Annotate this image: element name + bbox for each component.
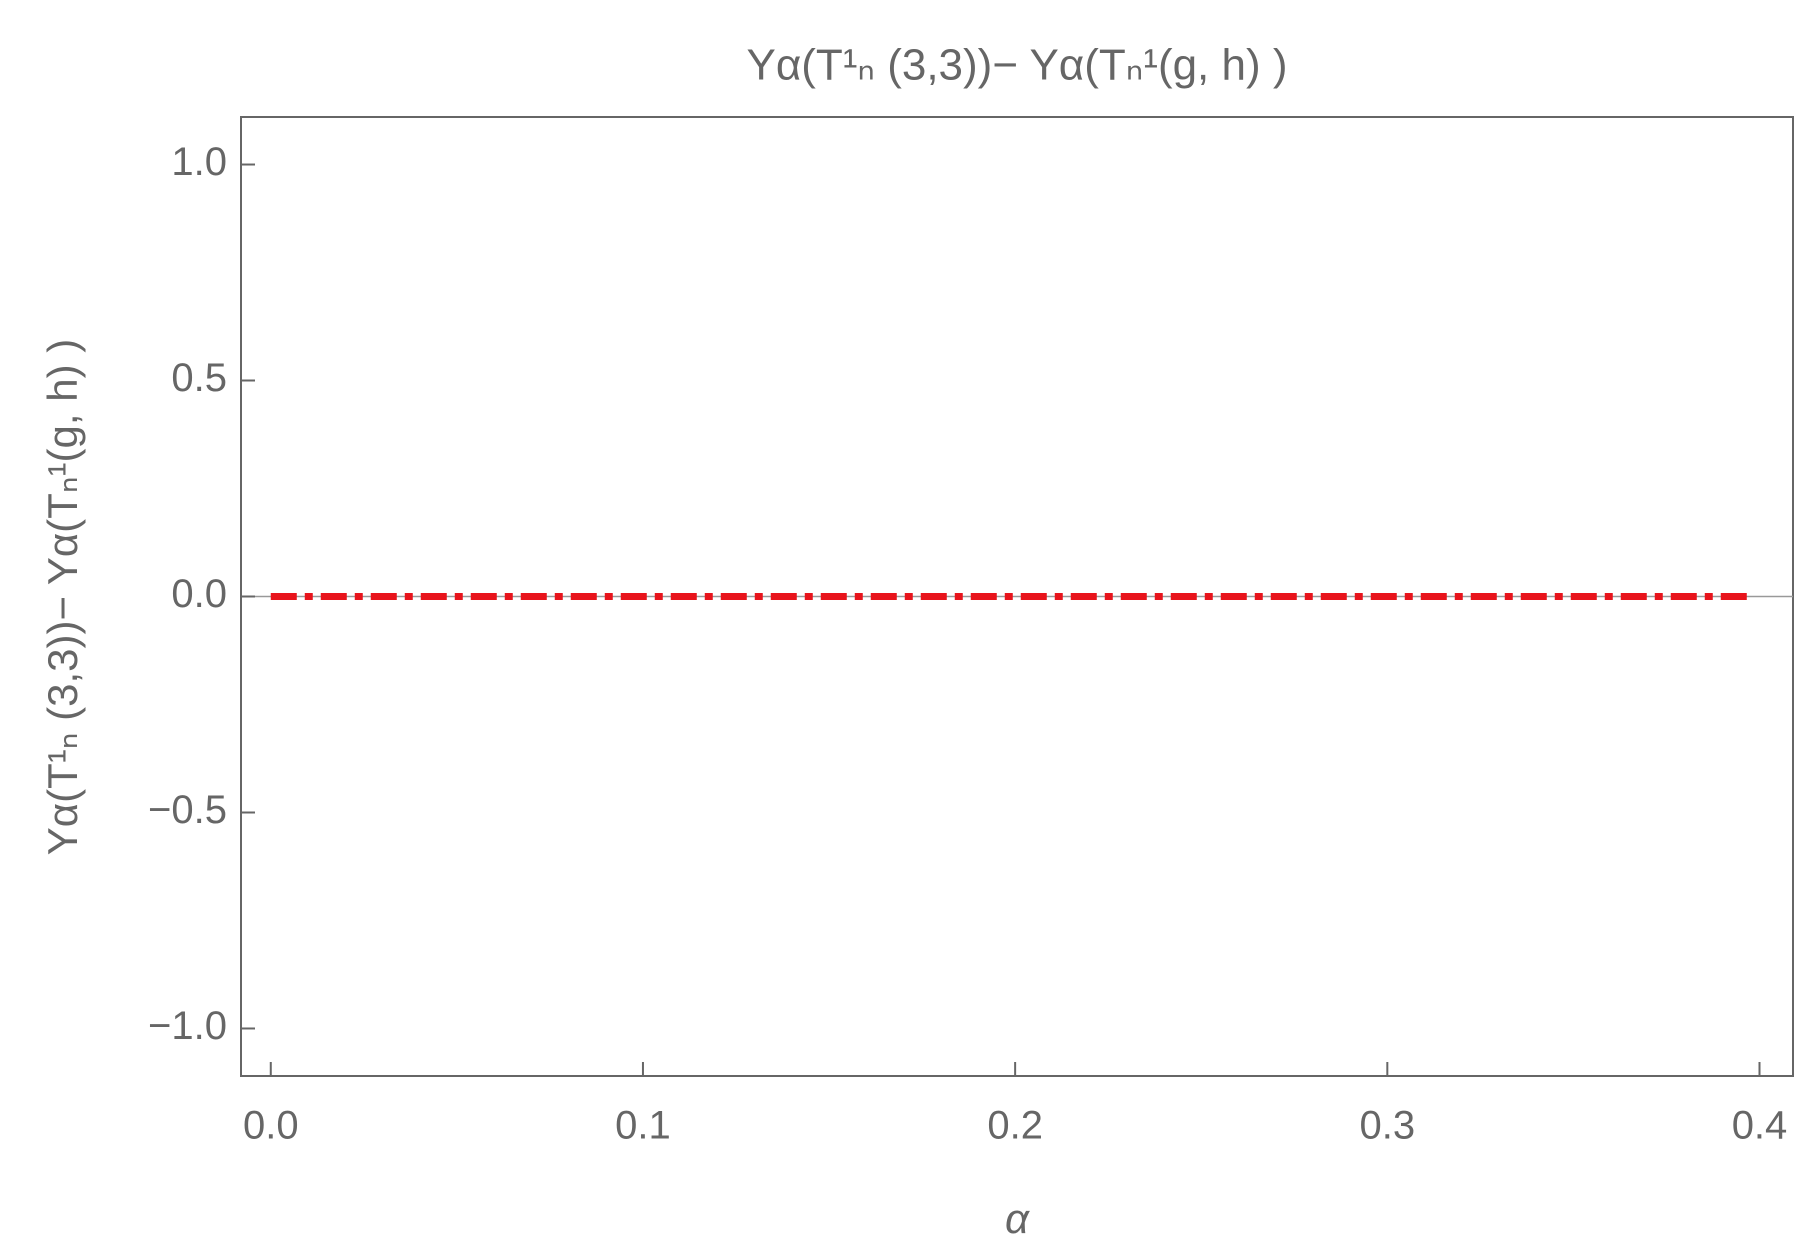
y-axis-label: Yα(T¹ₙ (3,3))− Yα(Tₙ¹(g, h) ) (39, 339, 86, 855)
y-tick-label: −1.0 (148, 1004, 227, 1048)
x-tick-label: 0.0 (243, 1104, 299, 1148)
x-tick-label: 0.3 (1360, 1104, 1416, 1148)
x-tick-label: 0.4 (1732, 1104, 1788, 1148)
y-tick-label: −0.5 (148, 788, 227, 832)
x-tick-label: 0.1 (615, 1104, 671, 1148)
y-tick-label: 0.0 (171, 572, 227, 616)
y-tick-label: 1.0 (171, 140, 227, 184)
y-tick-label: 0.5 (171, 356, 227, 400)
chart-title: Yα(T¹ₙ (3,3))− Yα(Tₙ¹(g, h) ) (746, 41, 1287, 90)
x-tick-label: 0.2 (987, 1104, 1043, 1148)
x-axis-label: α (1005, 1195, 1030, 1242)
